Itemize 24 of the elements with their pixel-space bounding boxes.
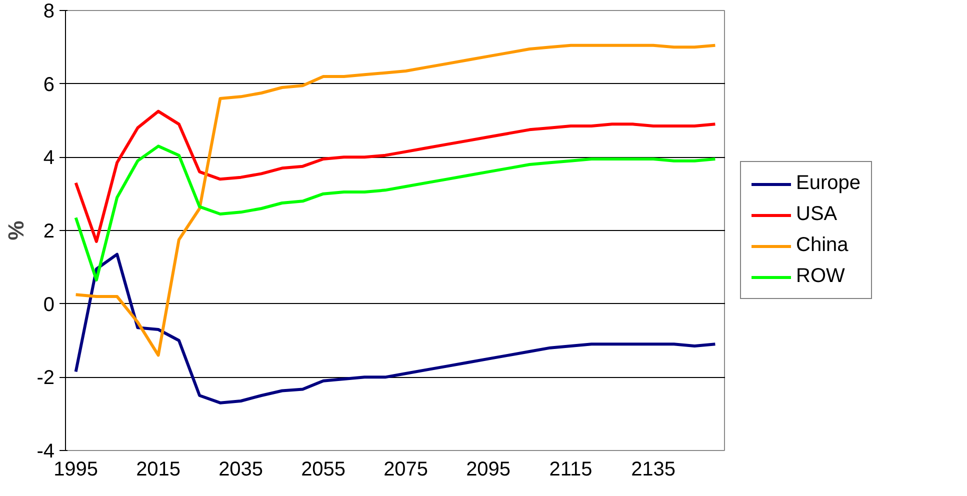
y-tick-label: 8 xyxy=(43,0,54,22)
x-tick-label: 2075 xyxy=(384,458,428,480)
x-tick-label: 2095 xyxy=(466,458,511,480)
line-series xyxy=(74,44,717,357)
x-tick-label: 2115 xyxy=(549,458,592,480)
y-tick-label: -2 xyxy=(36,367,55,390)
y-tick-label: 6 xyxy=(43,74,54,96)
y-tick-label: 4 xyxy=(43,147,54,170)
line-series xyxy=(74,110,717,243)
x-tick-label: 2035 xyxy=(218,458,264,480)
legend-label: ROW xyxy=(796,265,845,288)
y-axis-title: % xyxy=(4,220,29,240)
x-tick-label: 2135 xyxy=(631,458,676,480)
legend-label: China xyxy=(796,234,848,257)
x-tick-label: 1995 xyxy=(54,458,98,480)
x-tick-label: 2055 xyxy=(301,458,346,480)
line-series xyxy=(74,144,717,282)
line-series xyxy=(74,252,717,404)
y-tick-label: 0 xyxy=(43,294,54,316)
y-tick-label: 2 xyxy=(43,220,54,242)
x-tick-label: 2015 xyxy=(136,458,181,480)
legend-label: USA xyxy=(796,203,838,226)
y-tick-label: -4 xyxy=(36,440,55,462)
legend-label: Europe xyxy=(796,172,860,195)
